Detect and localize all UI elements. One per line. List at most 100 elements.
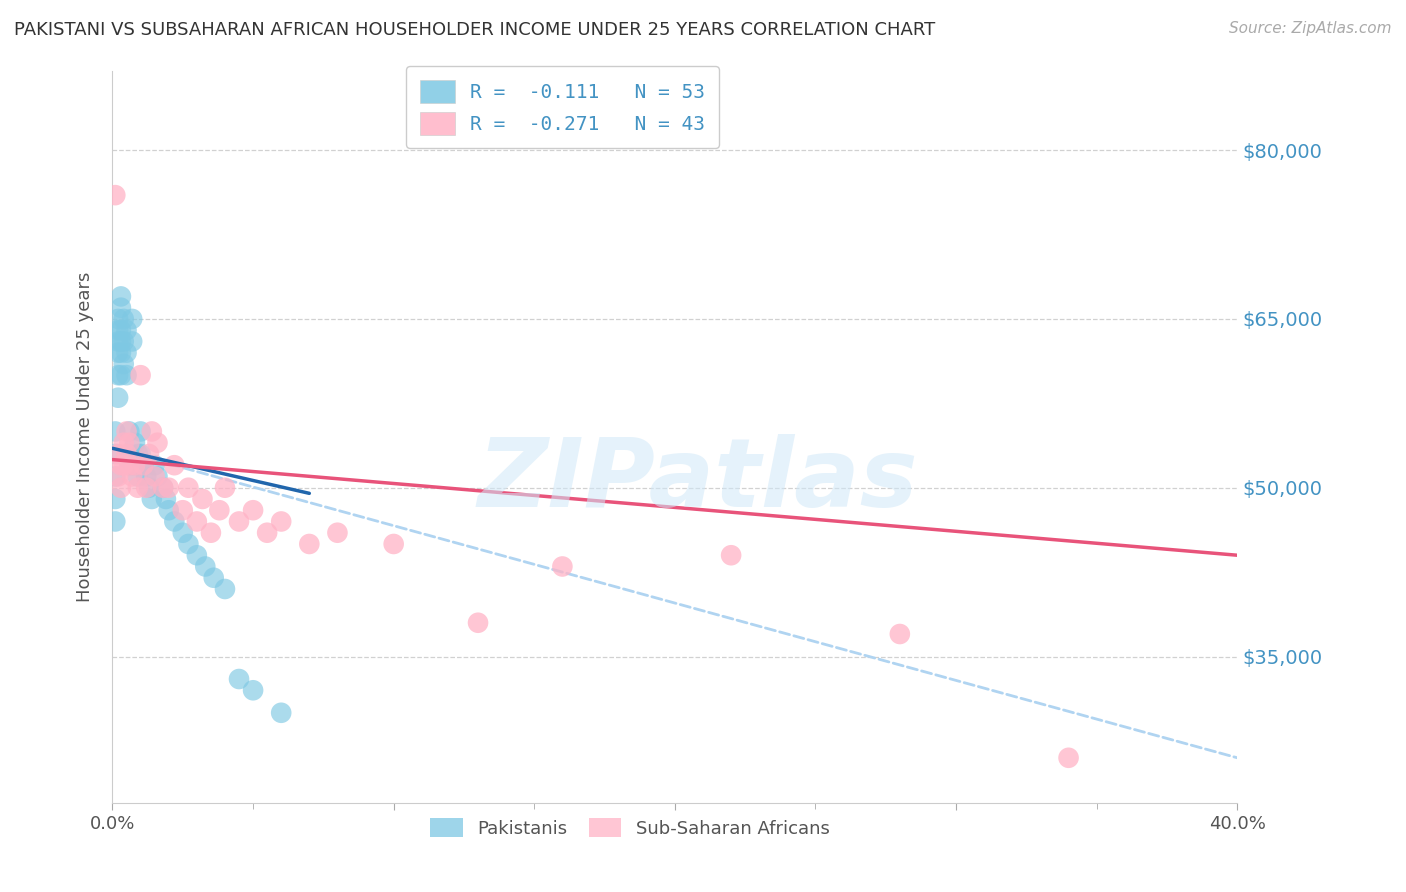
Text: PAKISTANI VS SUBSAHARAN AFRICAN HOUSEHOLDER INCOME UNDER 25 YEARS CORRELATION CH: PAKISTANI VS SUBSAHARAN AFRICAN HOUSEHOL… bbox=[14, 21, 935, 38]
Point bbox=[104, 515, 127, 529]
Point bbox=[326, 525, 349, 540]
Point bbox=[228, 672, 250, 686]
Point bbox=[110, 458, 132, 473]
Point bbox=[110, 289, 132, 303]
Point bbox=[138, 447, 160, 461]
Point bbox=[256, 525, 278, 540]
Point bbox=[129, 425, 152, 439]
Point bbox=[127, 447, 149, 461]
Point bbox=[298, 537, 321, 551]
Point bbox=[121, 469, 143, 483]
Point bbox=[107, 323, 129, 337]
Y-axis label: Householder Income Under 25 years: Householder Income Under 25 years bbox=[76, 272, 94, 602]
Point bbox=[110, 323, 132, 337]
Legend: Pakistanis, Sub-Saharan Africans: Pakistanis, Sub-Saharan Africans bbox=[423, 811, 837, 845]
Point bbox=[163, 458, 186, 473]
Point bbox=[107, 368, 129, 383]
Point bbox=[107, 312, 129, 326]
Point bbox=[889, 627, 911, 641]
Point bbox=[107, 345, 129, 359]
Point bbox=[124, 458, 146, 473]
Point bbox=[112, 458, 135, 473]
Point bbox=[115, 323, 138, 337]
Point bbox=[124, 458, 146, 473]
Point bbox=[720, 548, 742, 562]
Point bbox=[138, 481, 160, 495]
Point bbox=[104, 491, 127, 506]
Point bbox=[208, 503, 231, 517]
Point bbox=[124, 435, 146, 450]
Point bbox=[177, 481, 200, 495]
Point bbox=[172, 525, 194, 540]
Point bbox=[200, 525, 222, 540]
Point bbox=[104, 188, 127, 202]
Point bbox=[121, 334, 143, 349]
Point bbox=[129, 368, 152, 383]
Point bbox=[135, 481, 157, 495]
Point bbox=[118, 435, 141, 450]
Point bbox=[118, 458, 141, 473]
Point bbox=[202, 571, 225, 585]
Point bbox=[551, 559, 574, 574]
Point bbox=[152, 481, 174, 495]
Point bbox=[157, 503, 180, 517]
Point bbox=[132, 458, 155, 473]
Point bbox=[270, 515, 292, 529]
Point bbox=[186, 515, 208, 529]
Point bbox=[132, 458, 155, 473]
Point bbox=[186, 548, 208, 562]
Point bbox=[127, 469, 149, 483]
Point bbox=[104, 447, 127, 461]
Point bbox=[121, 312, 143, 326]
Point bbox=[146, 435, 169, 450]
Point bbox=[270, 706, 292, 720]
Point bbox=[118, 447, 141, 461]
Point bbox=[110, 368, 132, 383]
Point bbox=[191, 491, 214, 506]
Point bbox=[112, 435, 135, 450]
Point bbox=[107, 469, 129, 483]
Point bbox=[157, 481, 180, 495]
Point bbox=[143, 469, 166, 483]
Point bbox=[104, 425, 127, 439]
Point bbox=[112, 334, 135, 349]
Point bbox=[194, 559, 217, 574]
Point bbox=[382, 537, 405, 551]
Point bbox=[112, 312, 135, 326]
Point bbox=[104, 469, 127, 483]
Point bbox=[467, 615, 489, 630]
Point bbox=[1057, 751, 1080, 765]
Point bbox=[110, 301, 132, 315]
Point bbox=[110, 334, 132, 349]
Point bbox=[228, 515, 250, 529]
Point bbox=[135, 469, 157, 483]
Point bbox=[112, 357, 135, 371]
Point bbox=[115, 368, 138, 383]
Text: Source: ZipAtlas.com: Source: ZipAtlas.com bbox=[1229, 21, 1392, 36]
Point bbox=[118, 458, 141, 473]
Point bbox=[110, 481, 132, 495]
Point bbox=[118, 425, 141, 439]
Point bbox=[177, 537, 200, 551]
Point bbox=[115, 447, 138, 461]
Point bbox=[214, 582, 236, 596]
Point bbox=[115, 425, 138, 439]
Point bbox=[163, 515, 186, 529]
Point bbox=[107, 447, 129, 461]
Point bbox=[127, 481, 149, 495]
Point bbox=[115, 345, 138, 359]
Point bbox=[107, 391, 129, 405]
Point bbox=[141, 425, 163, 439]
Point bbox=[242, 683, 264, 698]
Point bbox=[143, 458, 166, 473]
Point bbox=[146, 469, 169, 483]
Point bbox=[214, 481, 236, 495]
Point bbox=[172, 503, 194, 517]
Point bbox=[152, 481, 174, 495]
Point bbox=[155, 491, 177, 506]
Point bbox=[110, 345, 132, 359]
Point bbox=[242, 503, 264, 517]
Text: ZIPatlas: ZIPatlas bbox=[477, 434, 918, 527]
Point bbox=[129, 447, 152, 461]
Point bbox=[107, 334, 129, 349]
